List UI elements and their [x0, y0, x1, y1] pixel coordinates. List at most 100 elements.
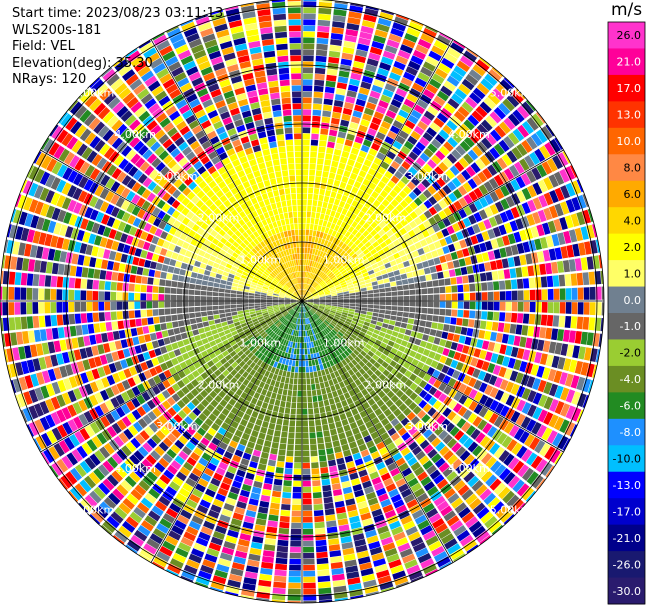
range-gate [324, 508, 335, 516]
range-gate [114, 340, 123, 350]
range-gate [84, 457, 97, 470]
range-gate [103, 343, 111, 353]
range-gate [472, 145, 483, 157]
range-gate [354, 136, 364, 144]
range-gate [365, 361, 373, 369]
range-gate [312, 492, 322, 499]
range-gate [309, 286, 314, 292]
range-gate [348, 582, 362, 591]
range-gate [292, 304, 298, 308]
range-gate [493, 343, 501, 353]
range-gate [274, 319, 280, 325]
range-gate [200, 306, 207, 312]
range-gate [297, 312, 300, 319]
range-gate [310, 309, 316, 314]
range-gate [284, 468, 293, 475]
range-gate [311, 260, 315, 267]
range-gate [136, 394, 146, 405]
range-gate [294, 330, 298, 337]
range-gate [246, 441, 256, 449]
range-gate [23, 196, 33, 211]
range-gate [583, 302, 590, 315]
range-gate [457, 284, 464, 293]
range-gate [582, 394, 589, 408]
range-gate [318, 194, 324, 202]
range-gate [308, 342, 312, 348]
range-gate [326, 354, 332, 361]
range-gate [410, 55, 424, 66]
range-gate [410, 482, 422, 493]
range-gate [463, 301, 470, 310]
range-gate [44, 302, 51, 314]
range-gate [373, 436, 383, 445]
range-gate [588, 317, 596, 331]
range-gate [299, 318, 301, 325]
range-gate [403, 295, 410, 301]
range-gate [317, 256, 322, 263]
range-gate [323, 275, 329, 281]
range-gate [467, 475, 480, 488]
range-gate [257, 585, 271, 593]
range-gate [309, 317, 313, 323]
range-gate [133, 506, 146, 519]
range-gate [266, 302, 273, 305]
range-gate [158, 495, 171, 507]
range-gate [537, 379, 547, 393]
range-gate [302, 157, 309, 164]
range-gate [317, 152, 325, 159]
range-gate [535, 129, 548, 144]
range-gate [317, 345, 321, 352]
range-gate [330, 38, 343, 46]
range-gate [254, 524, 266, 532]
range-gate [325, 318, 331, 324]
range-gate [441, 262, 449, 271]
range-gate [35, 246, 44, 259]
range-gate [307, 301, 314, 303]
range-gate [374, 386, 382, 394]
range-gate [385, 399, 394, 408]
range-gate [302, 408, 308, 415]
range-gate [95, 211, 105, 223]
range-gate [493, 415, 504, 428]
range-gate [118, 525, 132, 538]
range-gate [210, 399, 219, 408]
range-gate [273, 575, 287, 583]
range-gate [430, 360, 439, 369]
range-gate [304, 336, 307, 343]
range-gate [9, 224, 18, 239]
range-gate [451, 285, 458, 293]
range-gate [371, 142, 381, 151]
range-gate [487, 341, 496, 352]
range-gate [387, 373, 395, 381]
range-gate [458, 157, 469, 169]
range-gate [280, 307, 286, 311]
range-gate [428, 243, 436, 251]
range-gate [391, 291, 398, 296]
range-gate [360, 350, 367, 357]
range-gate [226, 445, 236, 454]
range-gate [456, 276, 463, 285]
range-gate [311, 290, 317, 295]
range-gate [498, 139, 510, 152]
range-gate [490, 460, 502, 473]
range-gate [284, 377, 290, 384]
range-gate [324, 502, 334, 510]
range-gate [164, 294, 171, 301]
range-gate [145, 454, 157, 466]
range-gate [455, 231, 464, 241]
range-gate [425, 274, 432, 281]
range-gate [526, 170, 537, 183]
range-gate [337, 275, 344, 280]
range-gate [176, 294, 183, 301]
range-gate [263, 363, 270, 370]
range-gate [128, 283, 135, 292]
range-gate [356, 175, 364, 184]
range-gate [318, 290, 324, 294]
range-gate [334, 325, 341, 331]
range-gate [387, 271, 395, 278]
range-gate [435, 68, 448, 79]
range-gate [321, 116, 331, 124]
range-gate [289, 335, 293, 342]
range-gate [290, 296, 297, 300]
range-gate [306, 292, 311, 297]
